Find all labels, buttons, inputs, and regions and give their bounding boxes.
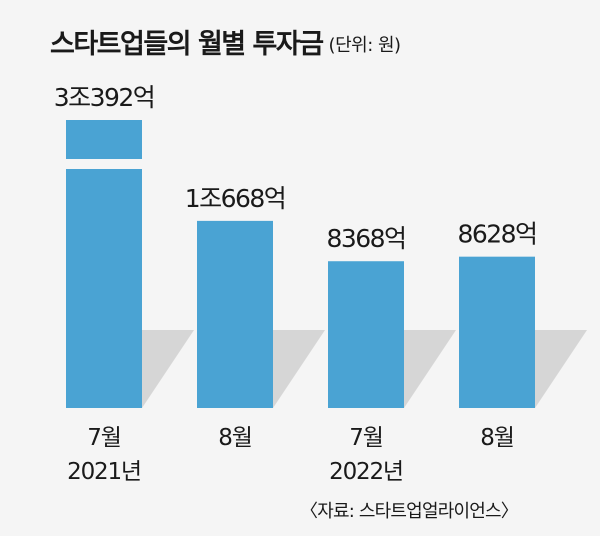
unit-label: (단위: 원): [328, 35, 402, 56]
value-label: 3조392억: [54, 83, 155, 112]
year-label: 2022년: [329, 459, 403, 485]
category-label: 8월: [218, 425, 251, 451]
source-note: 〈자료: 스타트업얼라이언스〉: [300, 501, 519, 522]
value-label: 8628억: [457, 220, 536, 249]
bar: [459, 256, 535, 408]
value-label: 8368억: [326, 224, 405, 253]
chart-title: 스타트업들의 월별 투자금 (단위: 원): [50, 22, 401, 61]
bar: [197, 220, 273, 408]
category-label: 7월: [87, 425, 120, 451]
category-label: 7월: [349, 425, 382, 451]
chart-title-text: 스타트업들의 월별 투자금: [50, 29, 324, 60]
category-label: 8월: [480, 425, 513, 451]
year-label: 2021년: [67, 459, 141, 485]
bar: [328, 261, 404, 408]
value-label: 1조668억: [185, 184, 286, 213]
axis-break-gap: [64, 159, 144, 169]
